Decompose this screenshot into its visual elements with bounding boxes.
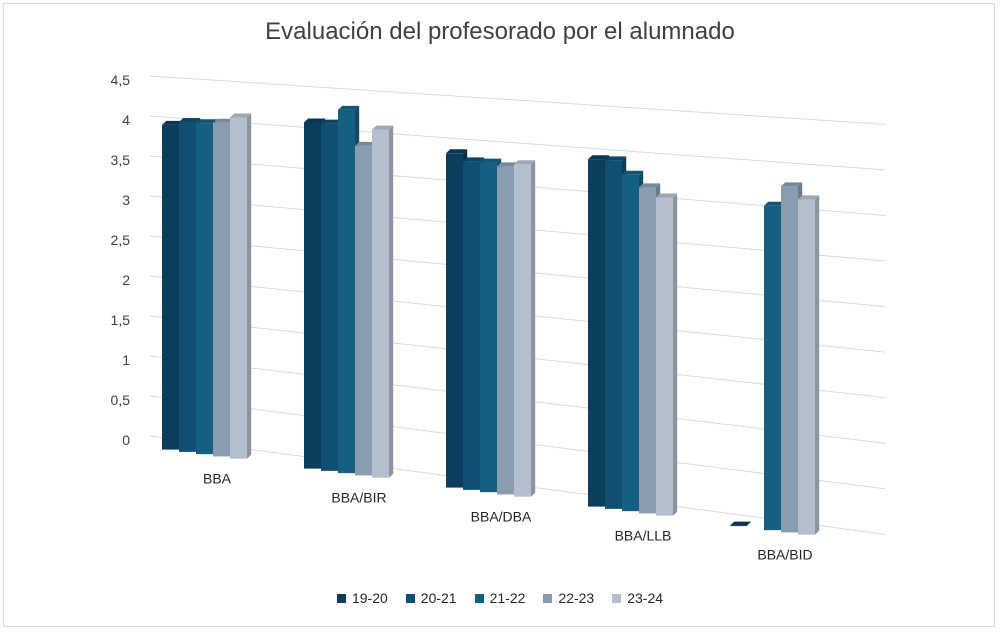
legend-label: 22-23: [558, 590, 595, 606]
bar-front: [605, 160, 622, 509]
bar-top: [372, 125, 394, 130]
bar-side: [531, 160, 536, 497]
y-tick-label: 3: [122, 192, 130, 208]
bar-BBA/LLB-23-24: [656, 193, 678, 516]
bar-BBA/BIR-23-24: [372, 125, 394, 478]
bar-front: [304, 122, 321, 469]
bar-BBA/BID-23-24: [798, 195, 820, 535]
bar-top: [588, 155, 610, 160]
bar-side: [815, 195, 820, 535]
y-tick-label: 2,5: [111, 232, 131, 248]
y-tick-label: 4: [122, 112, 130, 128]
bar-top: [446, 149, 468, 154]
gridline: [149, 115, 886, 171]
bar-top: [639, 183, 661, 188]
bar-top: [213, 118, 235, 123]
bar-front: [639, 187, 656, 514]
bar-front: [798, 199, 815, 535]
bar-front: [463, 161, 480, 490]
bar-front: [179, 122, 196, 452]
legend-label: 19-20: [351, 590, 388, 606]
bar-top: [730, 521, 752, 526]
bar-top: [781, 182, 803, 187]
bar-front: [480, 162, 497, 493]
gridline: [149, 75, 886, 125]
y-tick-label: 1,5: [111, 312, 131, 328]
y-tick-label: 1: [122, 352, 130, 368]
x-category-label: BBA/LLB: [615, 528, 672, 544]
bar-front: [730, 525, 747, 527]
y-tick-label: 2: [122, 272, 130, 288]
bar-top: [497, 162, 519, 167]
bar-side: [673, 193, 678, 516]
bar-front: [764, 205, 781, 531]
bar-top: [230, 113, 252, 118]
legend-label: 20-21: [420, 590, 457, 606]
bar-side: [389, 125, 394, 478]
y-tick-label: 3,5: [111, 152, 131, 168]
legend-swatch: [405, 593, 415, 603]
bar-top: [764, 201, 786, 206]
legend-item: 19-20: [336, 590, 388, 606]
legend-swatch: [543, 593, 553, 603]
bar-front: [321, 123, 338, 471]
bar-front: [196, 123, 213, 455]
x-category-label: BBA/BIR: [331, 490, 386, 506]
bar-top: [196, 119, 218, 124]
bar-BBA-23-24: [230, 113, 252, 459]
bar-top: [162, 120, 184, 125]
bar-front: [230, 117, 247, 459]
bar-top: [338, 105, 360, 110]
bar-top: [355, 141, 377, 146]
legend-item: 20-21: [405, 590, 457, 606]
bar-top: [321, 119, 343, 124]
bar-front: [213, 122, 230, 457]
bar-front: [656, 197, 673, 516]
bar-front: [338, 109, 355, 474]
bar-top: [179, 118, 201, 123]
x-category-label: BBA: [203, 471, 232, 487]
y-tick-label: 0,5: [111, 392, 131, 408]
bar-BBA/BID-19-20: [730, 521, 752, 527]
legend-item: 21-22: [474, 590, 526, 606]
bar-BBA/DBA-23-24: [514, 160, 536, 497]
y-tick-label: 0: [122, 432, 130, 448]
bar-top: [656, 193, 678, 198]
bar-front: [162, 124, 179, 450]
legend-swatch: [336, 593, 346, 603]
bar-top: [480, 158, 502, 163]
bar-top: [622, 170, 644, 175]
bar-top: [798, 195, 820, 200]
bar-front: [514, 164, 531, 497]
bar-front: [588, 159, 605, 507]
bar-front: [446, 153, 463, 488]
bar-top: [605, 156, 627, 161]
bar-side: [247, 113, 252, 459]
legend-swatch: [474, 593, 484, 603]
legend-item: 22-23: [543, 590, 594, 606]
legend-item: 23-24: [612, 590, 663, 606]
bar-front: [781, 186, 798, 533]
x-category-label: BBA/BID: [757, 547, 812, 563]
bar-top: [304, 118, 326, 123]
legend-swatch: [612, 593, 622, 603]
legend: 19-20 20-21 21-22 22-23 23-24: [0, 590, 1000, 606]
bar-front: [622, 174, 639, 512]
bar-top: [463, 157, 485, 162]
x-category-label: BBA/DBA: [471, 509, 532, 525]
bar-front: [497, 166, 514, 495]
y-tick-label: 4,5: [111, 72, 131, 88]
legend-label: 21-22: [489, 590, 526, 606]
legend-label: 23-24: [627, 590, 664, 606]
bar-front: [355, 145, 372, 476]
bar-front: [372, 129, 389, 478]
chart-title: Evaluación del profesorado por el alumna…: [265, 18, 735, 45]
bar-top: [514, 160, 536, 165]
